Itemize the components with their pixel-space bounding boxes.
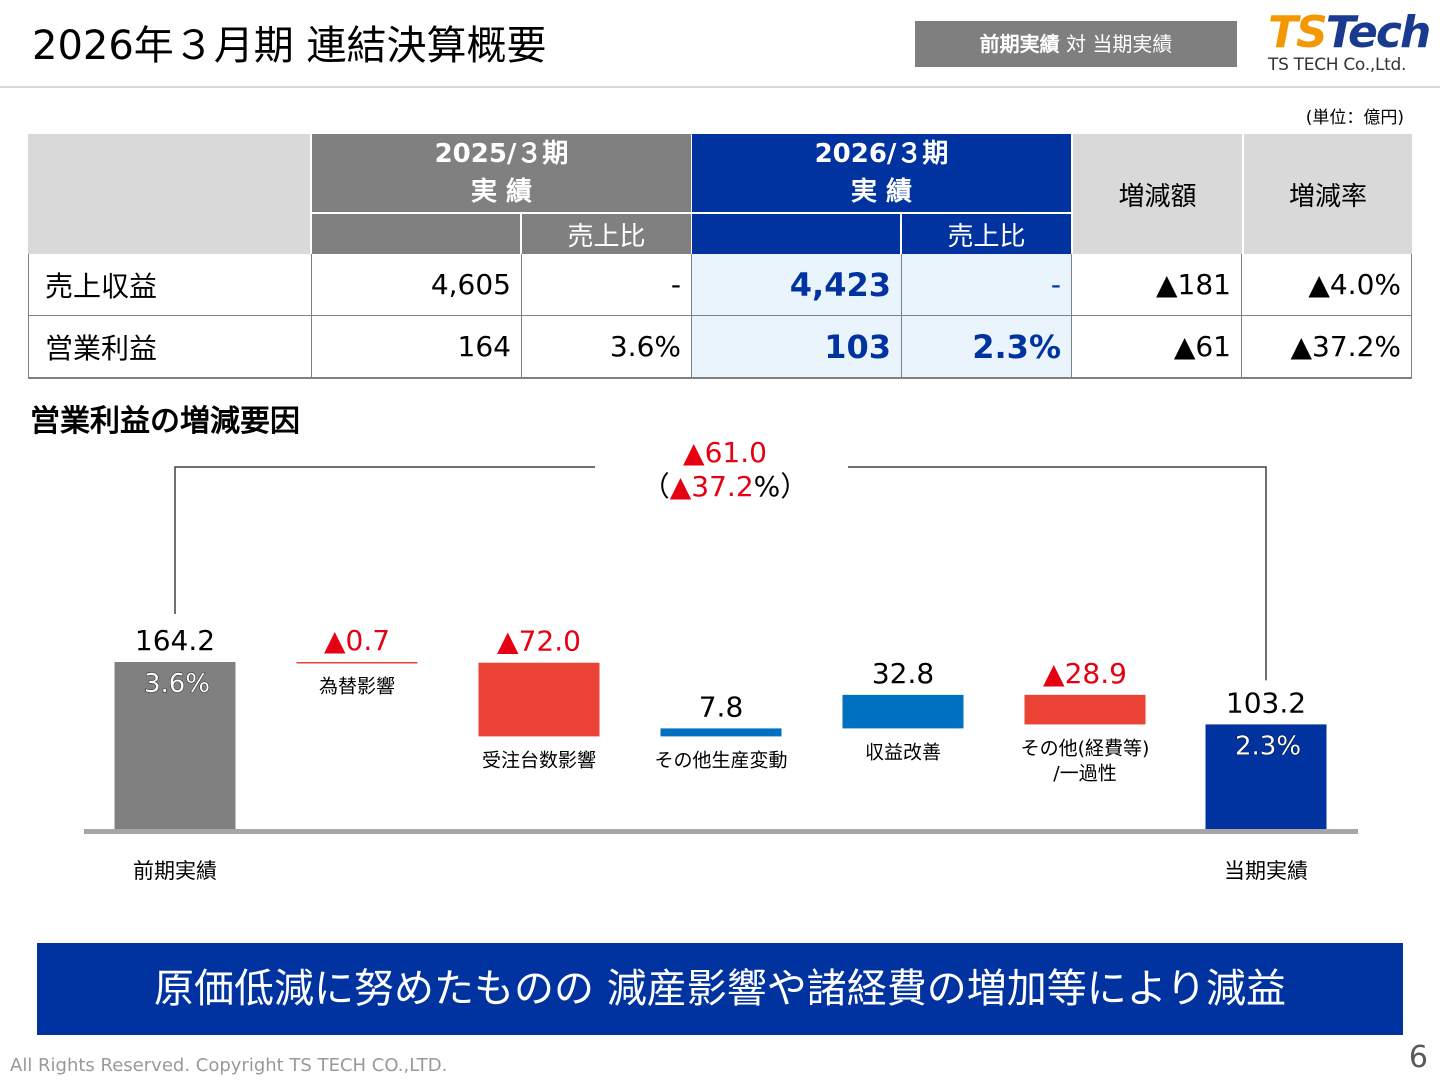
change-rate-header: 増減率: [1242, 134, 1412, 254]
margin-label-7: 2.3%: [1235, 731, 1301, 761]
value-label-7: 103.2: [1226, 686, 1306, 719]
ts-tech-logo: TSTech TS TECH Co.,Ltd.: [1262, 8, 1432, 78]
op-profit-curr: 103: [692, 316, 902, 379]
value-label-3: ▲72.0: [497, 625, 581, 658]
total-rate-open: （: [641, 470, 670, 503]
value-label-4: 7.8: [699, 690, 744, 723]
total-rate-close: %）: [753, 470, 809, 503]
curr-actual-label: 実 績: [850, 177, 913, 207]
category-label-5: 収益改善: [865, 741, 941, 763]
category-label-4: その他生産変動: [654, 749, 787, 771]
page-number: 6: [1408, 1040, 1428, 1075]
unit-note: (単位：億円): [1305, 108, 1404, 128]
prev-period-label: 2025/３期: [434, 139, 569, 169]
category-label-1: 前期実績: [133, 859, 217, 883]
curr-sales-ratio-header: 売上比: [902, 212, 1071, 254]
bracket-right-line: [848, 466, 1267, 681]
op-profit-change: ▲61: [1072, 316, 1242, 379]
category-label-6: その他(経費等): [1021, 737, 1150, 759]
chart-title: 営業利益の増減要因: [30, 404, 300, 439]
op-profit-rate: ▲37.2%: [1242, 316, 1412, 379]
margin-label-1: 3.6%: [144, 669, 210, 699]
bracket-left-line: [174, 466, 595, 614]
category-label-2: 為替影響: [319, 676, 395, 698]
copyright: All Rights Reserved. Copyright TS TECH C…: [10, 1055, 448, 1076]
bar-7: [1205, 724, 1327, 830]
logo-mark: TSTech: [1268, 7, 1432, 58]
total-rate-label: ▲37.2: [669, 470, 754, 503]
curr-blank-subheader: [692, 212, 902, 254]
bar-4: [660, 728, 782, 737]
total-change-label: ▲61.0: [683, 436, 767, 469]
revenue-curr-ratio: -: [902, 254, 1072, 316]
category-label-6-line2: /一過性: [1053, 762, 1116, 784]
curr-period-label: 2026/３期: [814, 139, 949, 169]
value-label-6: ▲28.9: [1043, 657, 1127, 690]
page-title: 2026年３月期 連結決算概要: [32, 23, 547, 69]
bar-2: [296, 662, 418, 664]
revenue-prev-ratio: -: [522, 254, 692, 316]
table-corner-cell: [28, 134, 312, 254]
op-profit-prev: 164: [312, 316, 522, 379]
prev-actual-label: 実 績: [470, 177, 533, 207]
logo-mark-tech: Tech: [1325, 7, 1432, 58]
summary-message: 原価低減に努めたものの 減産影響や諸経費の増加等により減益: [37, 943, 1403, 1035]
prev-blank-subheader: [312, 212, 522, 254]
badge-bold-text: 前期実績: [979, 32, 1060, 56]
category-label-3: 受注台数影響: [482, 749, 596, 771]
bar-5: [842, 694, 964, 729]
bar-3: [478, 662, 600, 737]
value-label-2: ▲0.7: [324, 624, 390, 657]
logo-mark-ts: TS: [1268, 7, 1328, 58]
value-label-1: 164.2: [135, 624, 215, 657]
value-label-5: 32.8: [872, 657, 934, 690]
prev-period-header: 2025/３期 実 績: [312, 134, 691, 212]
x-axis-line: [84, 829, 1358, 834]
total-change-annotation: ▲61.0 （▲37.2%）: [600, 436, 850, 504]
total-rate-line: （▲37.2%）: [600, 470, 850, 504]
revenue-curr: 4,423: [692, 254, 902, 316]
badge-rest-text: 対 当期実績: [1059, 32, 1173, 56]
change-amount-header: 増減額: [1072, 134, 1242, 254]
revenue-rate: ▲4.0%: [1242, 254, 1412, 316]
curr-period-header: 2026/３期 実 績: [692, 134, 1071, 212]
summary-table: 2025/３期 実 績 売上比 2026/３期 実 績 売上比 増減額 増減率 …: [28, 134, 1412, 379]
header-divider: [0, 86, 1440, 88]
row-label-revenue: 売上収益: [28, 254, 312, 316]
revenue-prev: 4,605: [312, 254, 522, 316]
bar-6: [1024, 694, 1146, 725]
comparison-badge: 前期実績 対 当期実績: [915, 21, 1237, 67]
logo-company-name: TS TECH Co.,Ltd.: [1268, 55, 1407, 75]
row-label-operating-profit: 営業利益: [28, 316, 312, 379]
prev-sales-ratio-header: 売上比: [522, 212, 691, 254]
bar-1: [114, 662, 236, 830]
op-profit-prev-ratio: 3.6%: [522, 316, 692, 379]
category-label-7: 当期実績: [1224, 859, 1308, 883]
waterfall-chart: 164.2 3.6% 前期実績 ▲0.7 為替影響 ▲72.0 受注台数影響 7.8 その他生産…: [84, 466, 1358, 883]
revenue-change: ▲181: [1072, 254, 1242, 316]
op-profit-curr-ratio: 2.3%: [902, 316, 1072, 379]
